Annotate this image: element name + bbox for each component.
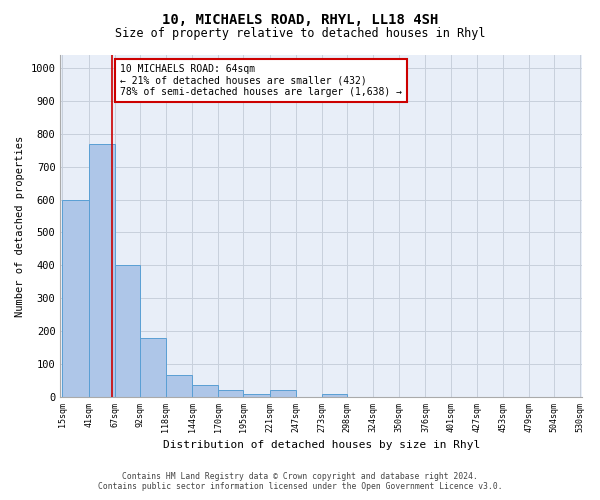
- Bar: [89, 144, 115, 397]
- Bar: [322, 394, 347, 397]
- X-axis label: Distribution of detached houses by size in Rhyl: Distribution of detached houses by size …: [163, 440, 480, 450]
- Y-axis label: Number of detached properties: Number of detached properties: [15, 136, 25, 316]
- Bar: [62, 200, 89, 397]
- Text: Size of property relative to detached houses in Rhyl: Size of property relative to detached ho…: [115, 28, 485, 40]
- Text: 10, MICHAELS ROAD, RHYL, LL18 4SH: 10, MICHAELS ROAD, RHYL, LL18 4SH: [162, 12, 438, 26]
- Bar: [244, 394, 269, 397]
- Bar: [269, 390, 296, 397]
- Bar: [140, 338, 166, 397]
- Bar: [192, 386, 218, 397]
- Text: Contains HM Land Registry data © Crown copyright and database right 2024.
Contai: Contains HM Land Registry data © Crown c…: [98, 472, 502, 491]
- Bar: [115, 266, 140, 397]
- Bar: [218, 390, 244, 397]
- Text: 10 MICHAELS ROAD: 64sqm
← 21% of detached houses are smaller (432)
78% of semi-d: 10 MICHAELS ROAD: 64sqm ← 21% of detache…: [120, 64, 402, 97]
- Bar: [166, 376, 192, 397]
